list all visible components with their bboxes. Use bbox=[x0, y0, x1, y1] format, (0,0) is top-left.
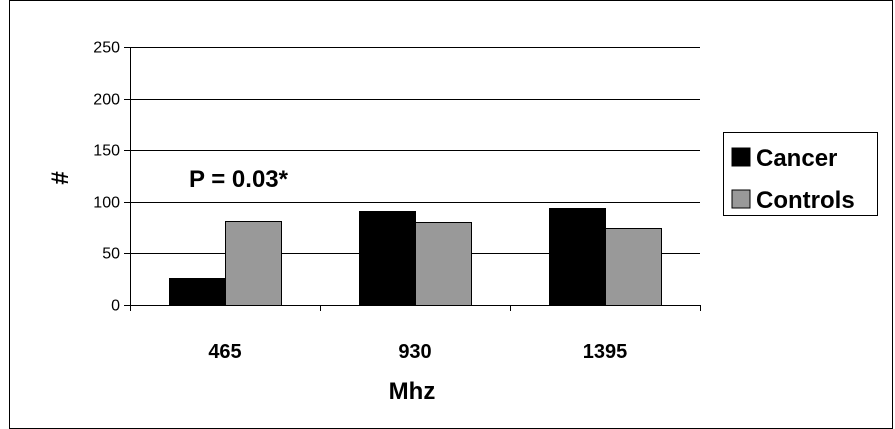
x-category-label: 465 bbox=[208, 341, 241, 363]
bar-cancer-1395 bbox=[549, 208, 606, 306]
legend-label-controls: Controls bbox=[756, 187, 855, 214]
legend-swatch-controls bbox=[731, 189, 751, 209]
bar-controls-930 bbox=[415, 222, 472, 306]
p-value-annotation: P = 0.03* bbox=[189, 166, 289, 193]
y-tick-label: 150 bbox=[93, 143, 120, 160]
y-tick-label: 50 bbox=[102, 246, 120, 263]
bars bbox=[169, 208, 662, 306]
y-tick-label: 0 bbox=[111, 298, 120, 315]
y-tick-label: 200 bbox=[93, 92, 120, 109]
y-tick-label: 100 bbox=[93, 195, 120, 212]
legend: Cancer Controls bbox=[723, 132, 878, 216]
labels: 0 50 100 150 200 250 465 930 1395 bbox=[93, 40, 627, 364]
x-axis-title: Mhz bbox=[389, 378, 436, 405]
axes bbox=[124, 47, 701, 311]
y-axis-title: # bbox=[47, 171, 74, 184]
y-tick-label: 250 bbox=[93, 40, 120, 57]
bar-cancer-465 bbox=[169, 278, 226, 306]
legend-swatch-cancer bbox=[731, 147, 751, 167]
bar-controls-1395 bbox=[605, 228, 662, 306]
legend-label-cancer: Cancer bbox=[756, 145, 837, 172]
x-category-label: 930 bbox=[398, 341, 431, 363]
x-category-label: 1395 bbox=[583, 341, 628, 363]
bar-controls-465 bbox=[225, 221, 282, 306]
bar-cancer-930 bbox=[359, 211, 416, 306]
